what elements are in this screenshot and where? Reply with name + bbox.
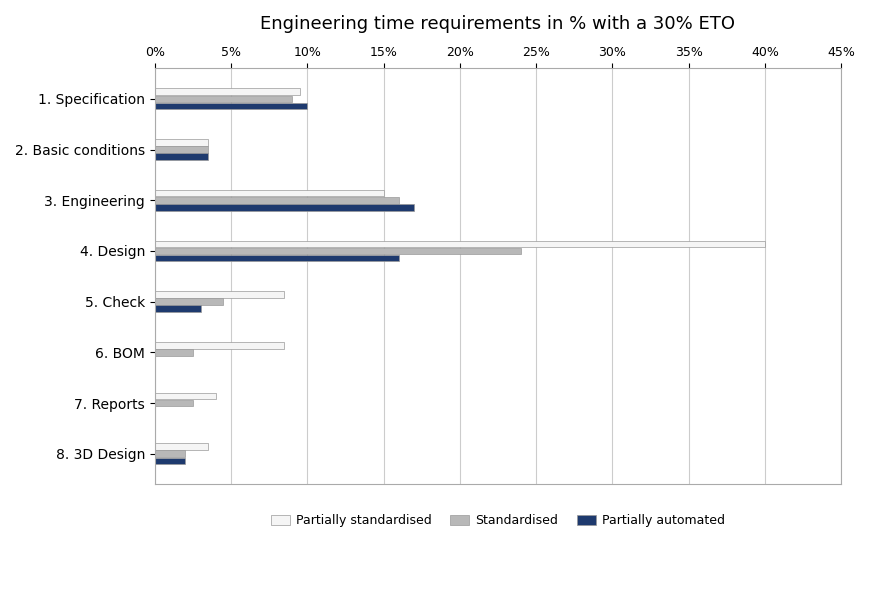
Title: Engineering time requirements in % with a 30% ETO: Engineering time requirements in % with … — [260, 15, 734, 33]
Bar — [155, 342, 284, 349]
Bar — [155, 96, 292, 102]
Bar — [155, 291, 284, 298]
Bar — [155, 153, 208, 160]
Bar — [155, 190, 383, 197]
Bar — [155, 89, 299, 95]
Legend: Partially standardised, Standardised, Partially automated: Partially standardised, Standardised, Pa… — [266, 509, 729, 532]
Bar — [155, 103, 307, 109]
Bar — [155, 255, 398, 261]
Bar — [155, 298, 223, 305]
Bar — [155, 400, 193, 406]
Bar — [155, 204, 414, 211]
Bar — [155, 146, 208, 153]
Bar — [155, 139, 208, 146]
Bar — [155, 305, 201, 312]
Bar — [155, 248, 521, 254]
Bar — [155, 393, 216, 399]
Bar — [155, 443, 208, 450]
Bar — [155, 450, 185, 457]
Bar — [155, 457, 185, 464]
Bar — [155, 349, 193, 356]
Bar — [155, 197, 398, 204]
Bar — [155, 241, 764, 247]
